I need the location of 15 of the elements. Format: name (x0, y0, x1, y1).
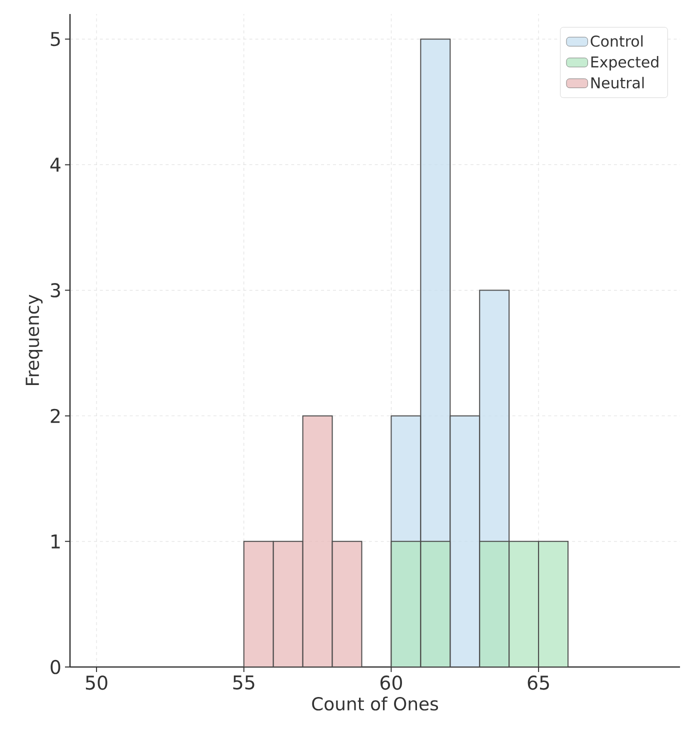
x-axis-title: Count of Ones (312, 696, 438, 711)
y-axis-title: Frequency (26, 294, 43, 386)
y-tick-label: 5 (50, 32, 60, 46)
legend-label: Control (590, 35, 643, 47)
y-tick-label: 2 (50, 408, 60, 423)
legend-label: Neutral (591, 76, 644, 88)
y-tick-label: 1 (52, 534, 60, 548)
x-tick-label: 55 (233, 676, 254, 690)
y-tick-label: 0 (50, 660, 60, 674)
x-tick-label: 60 (380, 676, 402, 690)
y-tick-label: 4 (50, 158, 60, 172)
y-tick-label: 3 (50, 283, 60, 298)
x-tick-label: 50 (86, 676, 108, 690)
x-tick-label: 65 (528, 676, 549, 690)
legend-label: Expected (591, 56, 658, 71)
